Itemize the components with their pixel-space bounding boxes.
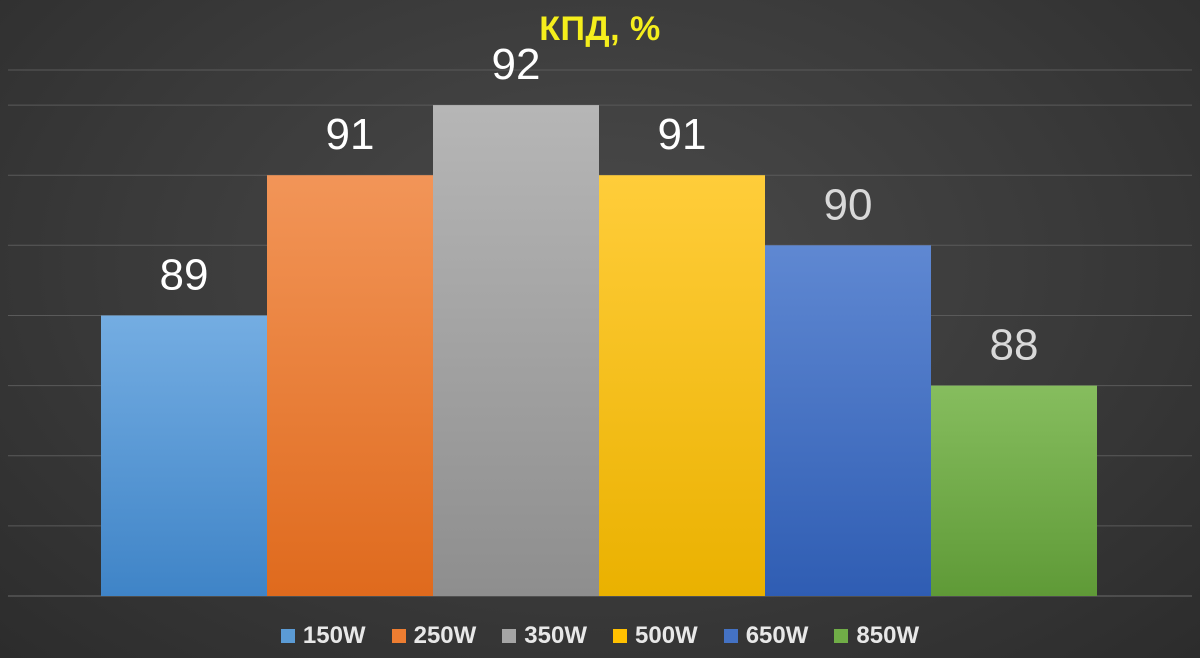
legend-item-250W: 250W <box>391 622 477 650</box>
bar-850W <box>931 385 1097 596</box>
bar-350W <box>433 105 599 596</box>
legend-item-350W: 350W <box>502 622 587 650</box>
legend-label: 350W <box>524 622 587 649</box>
legend-label: 250W <box>413 622 477 649</box>
chart-title: КПД, % <box>539 10 661 48</box>
data-label-850W: 88 <box>990 321 1039 370</box>
data-label-250W: 91 <box>326 110 375 159</box>
legend-item-650W: 650W <box>723 622 809 650</box>
bar-150W <box>101 315 267 596</box>
data-label-650W: 90 <box>824 180 873 229</box>
bar-500W <box>599 175 765 596</box>
data-label-350W: 92 <box>492 40 541 89</box>
bar-650W <box>765 245 931 597</box>
data-label-150W: 89 <box>160 251 209 300</box>
bars <box>101 105 1097 597</box>
chart-legend: 150W 250W 350W 500W 650W 850W <box>0 618 1200 654</box>
legend-label: 850W <box>856 622 920 649</box>
legend-item-850W: 850W <box>834 622 919 650</box>
legend-swatch <box>280 629 295 643</box>
legend-swatch <box>834 629 849 643</box>
legend-swatch <box>613 629 627 643</box>
legend-label: 150W <box>302 622 366 649</box>
data-label-500W: 91 <box>658 110 707 159</box>
legend-label: 500W <box>635 622 698 649</box>
legend-swatch <box>723 629 738 643</box>
data-labels: 89 91 92 91 90 88 <box>160 40 1039 370</box>
legend-label: 650W <box>745 622 809 649</box>
legend-swatch <box>391 629 406 643</box>
legend-swatch <box>502 629 517 643</box>
legend-item-150W: 150W <box>280 622 366 650</box>
legend-item-500W: 500W <box>613 622 698 650</box>
bar-250W <box>267 175 433 596</box>
